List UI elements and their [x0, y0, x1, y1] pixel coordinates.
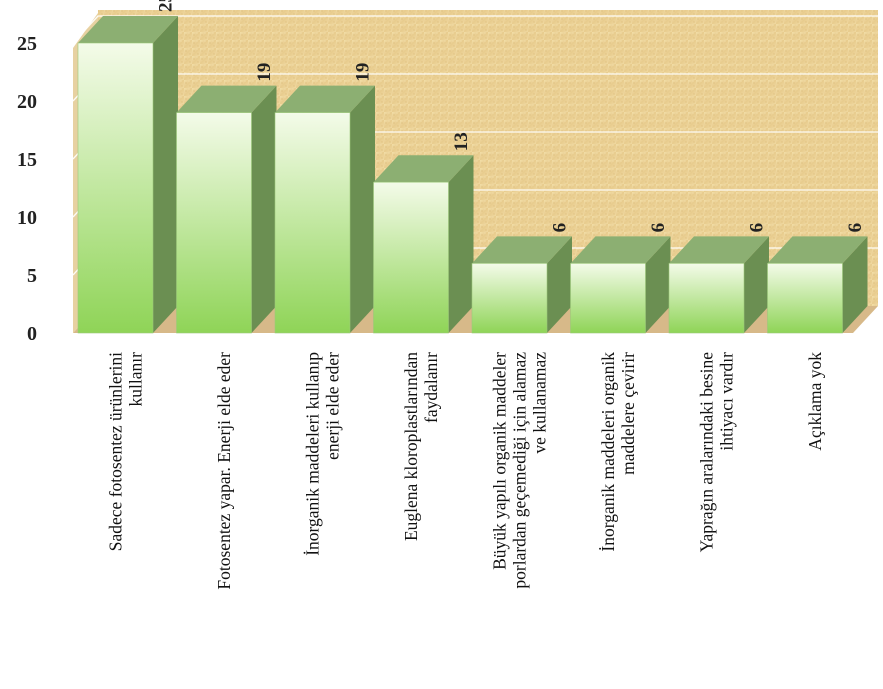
y-tick-label: 10	[17, 207, 37, 229]
data-label: 25	[156, 0, 177, 12]
bar-front	[471, 263, 548, 334]
bar-top	[275, 85, 375, 113]
bar-front	[77, 42, 154, 334]
data-label: 13	[451, 132, 472, 151]
bar	[274, 85, 375, 334]
y-tick-label: 5	[27, 265, 37, 287]
bar-side	[251, 85, 277, 333]
data-label: 6	[550, 223, 571, 233]
category-label: Büyük yapılı organik maddelerporlardan g…	[490, 352, 550, 589]
bar	[77, 16, 178, 334]
bar-top	[767, 236, 868, 264]
bar-side	[842, 236, 868, 333]
category-label: Yaprağın aralarındaki besineihtiyacı var…	[697, 352, 737, 553]
category-label: İnorganik maddeleri kullanıpenerji elde …	[303, 352, 343, 556]
bar-front	[373, 181, 449, 334]
data-labels: 25 19 19 13 6 6 6 6	[156, 0, 867, 232]
bar	[176, 85, 277, 334]
bar-front	[570, 263, 646, 334]
bar-top	[78, 16, 178, 43]
bar-side	[153, 16, 178, 333]
y-tick-label: 25	[17, 33, 37, 55]
data-label: 19	[353, 63, 374, 82]
bar	[668, 236, 769, 334]
category-label: Euglena kloroplastlarındanfaydalanır	[401, 352, 441, 541]
bar-side	[547, 236, 572, 333]
bar-top	[472, 236, 572, 264]
bar	[471, 236, 572, 334]
bar	[570, 236, 671, 334]
y-tick-label: 20	[17, 91, 37, 113]
gridline	[72, 15, 878, 44]
bar-side	[448, 155, 474, 333]
category-label: İnorganik maddeleri organikmaddelere çev…	[598, 352, 638, 552]
bar-front	[767, 263, 843, 334]
bar-top	[669, 236, 769, 264]
category-labels: Sadece fotosentez ürünlerinikullanır Foto…	[106, 352, 826, 590]
data-label: 6	[648, 223, 669, 233]
bar-top	[373, 155, 474, 183]
y-tick-label: 15	[17, 149, 37, 171]
bar-top	[570, 236, 671, 264]
bar-front	[176, 112, 252, 334]
bar-top	[176, 85, 277, 113]
bar-side	[645, 236, 671, 333]
data-label: 6	[747, 223, 768, 233]
bar	[767, 236, 868, 334]
category-label: Açıklama yok	[805, 352, 825, 451]
data-label: 19	[254, 63, 275, 82]
y-tick-label: 0	[27, 323, 37, 345]
bars	[77, 16, 868, 334]
bar-side	[350, 85, 375, 333]
bar	[373, 155, 474, 334]
y-axis: 0 5 10 15 20 25	[17, 33, 37, 345]
data-label: 6	[845, 223, 866, 233]
bar-front	[668, 263, 745, 334]
bar-front	[274, 112, 351, 334]
category-label: Fotosentez yapar. Enerji elde eder	[214, 352, 234, 590]
category-label: Sadece fotosentez ürünlerinikullanır	[106, 352, 146, 551]
bar-side	[744, 236, 769, 333]
